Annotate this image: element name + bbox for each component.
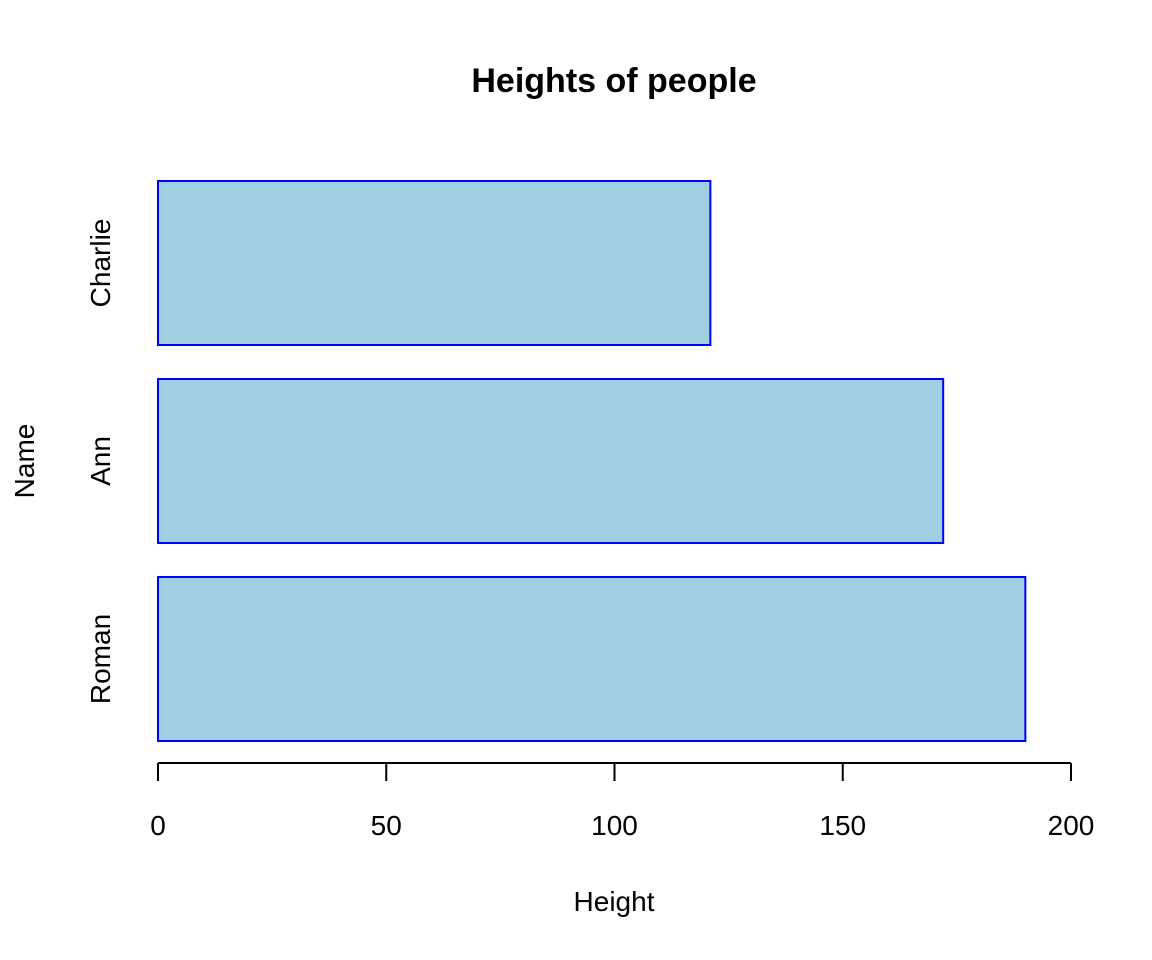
- x-tick-label: 0: [150, 810, 166, 841]
- x-axis: 0 50 100 150 200: [150, 762, 1095, 841]
- x-tick-label: 100: [591, 810, 638, 841]
- bars-group: [157, 180, 1027, 742]
- category-label-charlie: Charlie: [85, 219, 116, 308]
- x-tick-label: 50: [371, 810, 402, 841]
- x-axis-title: Height: [574, 886, 655, 917]
- category-labels: Roman Ann Charlie: [85, 219, 116, 704]
- category-label-roman: Roman: [85, 614, 116, 704]
- bar-roman: [157, 576, 1027, 742]
- bar-charlie: [157, 180, 712, 346]
- x-tick-label: 150: [819, 810, 866, 841]
- y-axis-title: Name: [9, 424, 40, 499]
- bar-ann: [157, 378, 945, 544]
- chart-title: Heights of people: [471, 62, 756, 100]
- x-tick-label: 200: [1048, 810, 1095, 841]
- category-label-ann: Ann: [85, 436, 116, 486]
